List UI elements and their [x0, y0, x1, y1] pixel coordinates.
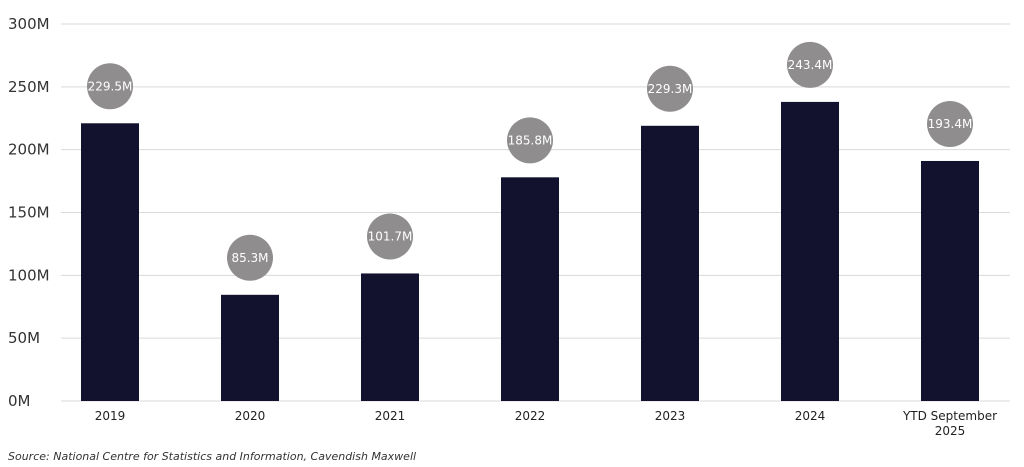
data-labels: 229.5M 85.3M 101.7M 185.8M 229.3M 243.4M 193.4… — [87, 41, 973, 281]
x-tick-label: 2021 — [375, 409, 406, 423]
x-tick-label: 2020 — [235, 409, 266, 423]
bar — [501, 177, 559, 401]
data-label-bubble — [927, 100, 973, 147]
y-tick-label: 300M — [8, 15, 50, 33]
x-tick-label: YTD September — [902, 409, 997, 423]
bar — [921, 160, 979, 401]
data-label-bubble — [647, 65, 693, 112]
data-label-bubble — [367, 213, 413, 260]
x-tick-label: 2025 — [935, 424, 966, 438]
bar — [641, 125, 699, 401]
data-label-bubble — [787, 41, 833, 88]
y-tick-label: 150M — [8, 204, 50, 222]
x-tick-label: 2022 — [515, 409, 546, 423]
y-tick-label: 250M — [8, 78, 50, 96]
x-tick-label: 2019 — [95, 409, 126, 423]
x-axis-ticks: 2019 2020 2021 2022 2023 2024 YTD September202… — [95, 409, 997, 438]
y-tick-label: 200M — [8, 141, 50, 159]
data-label: 85.3M — [231, 251, 268, 265]
data-label-bubble — [227, 234, 273, 281]
source-note: Source: National Centre for Statistics a… — [8, 450, 416, 463]
y-tick-label: 50M — [8, 329, 40, 347]
data-label: 193.4M — [928, 117, 973, 131]
bar — [221, 294, 279, 401]
data-label: 229.3M — [648, 82, 693, 96]
data-label: 185.8M — [508, 133, 553, 147]
data-label: 229.5M — [88, 79, 133, 93]
bar — [781, 101, 839, 401]
bars — [81, 101, 979, 401]
data-label: 243.4M — [788, 58, 833, 72]
x-tick-label: 2024 — [795, 409, 826, 423]
y-tick-label: 0M — [8, 392, 31, 410]
bar — [81, 123, 139, 401]
data-label-bubble — [87, 63, 133, 110]
data-label-bubble — [507, 117, 553, 164]
data-label: 101.7M — [368, 229, 413, 243]
x-tick-label: 2023 — [655, 409, 686, 423]
y-tick-label: 100M — [8, 266, 50, 284]
bar — [361, 273, 419, 401]
y-axis-ticks: 0M 50M 100M 150M 200M 250M 300M — [8, 15, 50, 410]
